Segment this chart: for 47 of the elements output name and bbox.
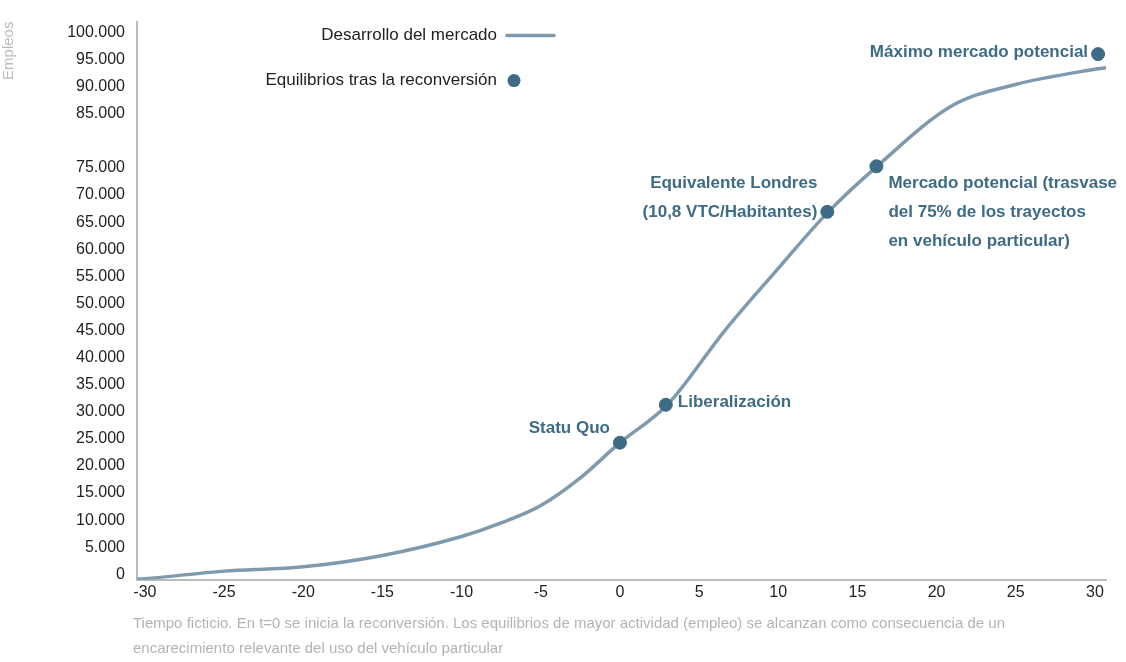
y-tick-label: 75.000 [76,158,126,176]
y-tick-label: 95.000 [76,49,126,67]
annotation: Máximo mercado potencial [869,41,1089,61]
x-tick-label: -15 [370,582,395,600]
y-tick-label: 90.000 [76,77,126,95]
y-tick-label: 15.000 [76,483,126,501]
y-tick-label: 40.000 [76,348,126,366]
y-tick-label: 5.000 [84,537,126,555]
y-tick-label: 45.000 [76,320,126,338]
annotation: Liberalización [677,392,792,412]
y-tick-label: 0 [116,564,126,582]
y-axis-title: Empleos [0,21,17,80]
y-tick-label: 100.000 [67,22,126,40]
point [1091,47,1106,62]
x-tick-label: 10 [769,582,788,600]
x-tick-label: 20 [927,582,946,600]
annotation: Equivalente Londres (10,8 VTC/Habitantes) [642,172,818,221]
x-tick-label: 0 [615,582,625,600]
y-tick-label: 10.000 [76,510,126,528]
legend-label: Desarrollo del mercado [321,25,497,45]
point [658,397,673,412]
y-tick-label: 60.000 [76,239,126,257]
y-tick-label: 50.000 [76,293,126,311]
point [612,435,627,450]
x-tick-label: -20 [291,582,315,600]
annotation: Mercado potencial (trasvase del 75% de los trayectos en vehículo particular) [888,172,1118,250]
x-tick-label: -30 [133,582,157,600]
y-tick-label: 85.000 [76,104,126,122]
x-axis-title: Tiempo ficticio. En t=0 se inicia la reconversión. Los equilibrios de mayor actividad (empleo) se alcanzan como consecuencia de un encarecimiento relevante del uso del vehículo particular [133,613,1006,658]
y-tick-label: 35.000 [76,375,126,393]
annotation: Statu Quo [528,418,610,438]
y-tick-label: 70.000 [76,185,126,203]
x-tick-label: 25 [1006,582,1025,600]
legend-label: Equilibrios tras la reconversión [265,70,497,90]
y-tick-label: 30.000 [76,402,126,420]
x-tick-label: -10 [450,582,474,600]
x-tick-label: -5 [533,582,548,600]
x-tick-label: 5 [694,582,704,600]
point [869,159,884,174]
y-tick-label: 20.000 [76,456,126,474]
x-tick-label: 30 [1086,582,1104,600]
point [820,204,835,219]
y-tick-label: 25.000 [76,429,126,447]
x-tick-label: -25 [212,582,236,600]
x-tick-label: 15 [848,582,867,600]
y-tick-label: 65.000 [76,212,126,230]
y-tick-label: 55.000 [76,266,126,284]
